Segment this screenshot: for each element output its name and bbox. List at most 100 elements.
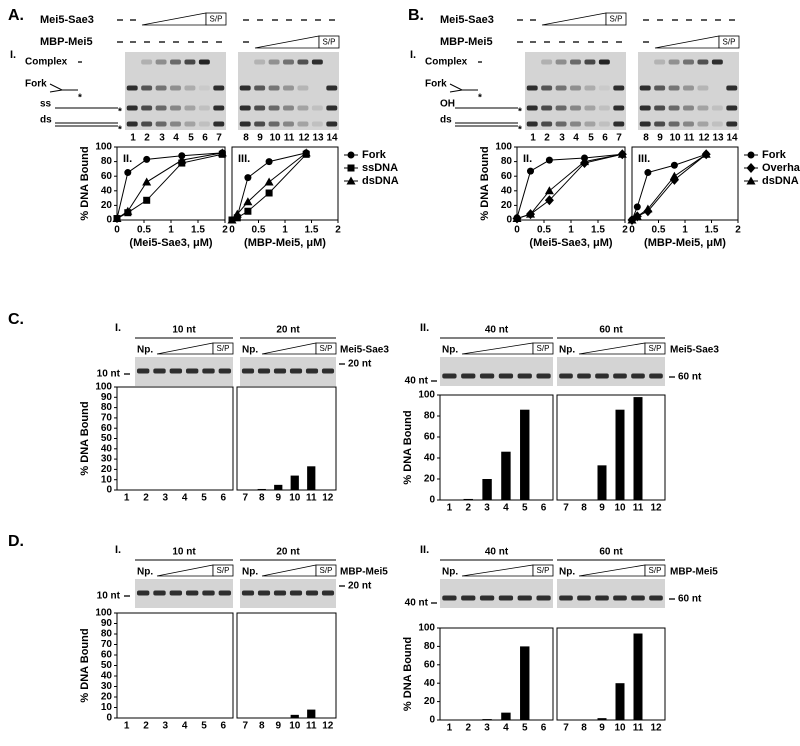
point bbox=[301, 148, 311, 157]
gel-band bbox=[570, 59, 581, 65]
gel bbox=[135, 579, 233, 608]
point bbox=[633, 203, 641, 211]
lane-number: 2 bbox=[465, 723, 471, 734]
gel-band bbox=[498, 373, 514, 379]
point bbox=[347, 164, 355, 172]
point bbox=[217, 148, 227, 157]
y-axis-label: % DNA Bound bbox=[79, 628, 91, 702]
gel-band bbox=[202, 368, 215, 374]
y-tick-label: 40 bbox=[424, 678, 436, 689]
y-axis-label: % DNA Bound bbox=[79, 401, 91, 475]
y-tick-label: 60 bbox=[501, 171, 513, 182]
gel-band bbox=[268, 85, 280, 91]
y-tick-label: 40 bbox=[424, 453, 436, 464]
x-axis-label: (MBP-Mei5, μM) bbox=[644, 237, 726, 249]
length-header: 40 nt bbox=[485, 325, 509, 336]
gel-band bbox=[141, 121, 153, 127]
gel-band bbox=[170, 85, 181, 91]
gel-band bbox=[239, 85, 251, 91]
ratio-label: S/P bbox=[649, 566, 662, 575]
point bbox=[643, 204, 653, 213]
point bbox=[232, 209, 242, 218]
titration-wedge bbox=[578, 342, 646, 355]
point bbox=[627, 215, 637, 224]
y-tick-label: 80 bbox=[101, 402, 113, 413]
gel-band bbox=[273, 590, 287, 596]
plot-frame bbox=[236, 386, 337, 491]
y-tick-label: 40 bbox=[101, 185, 113, 196]
lane-number: 9 bbox=[275, 721, 281, 732]
gel-band bbox=[326, 121, 338, 127]
y-tick-label: 80 bbox=[424, 411, 436, 422]
ratio-box bbox=[644, 564, 666, 577]
x-tick-label: 2 bbox=[735, 225, 741, 236]
gel-band bbox=[185, 368, 199, 374]
point bbox=[526, 209, 535, 218]
gel-band bbox=[726, 105, 738, 111]
np-label: Np. bbox=[559, 345, 575, 356]
lane-number: 5 bbox=[522, 723, 528, 734]
gel-band bbox=[570, 121, 581, 127]
y-tick-label: 0 bbox=[106, 215, 112, 226]
lane-number: 2 bbox=[144, 133, 150, 144]
y-tick-label: 20 bbox=[101, 692, 113, 703]
gel-band bbox=[570, 85, 581, 91]
series-line bbox=[516, 153, 623, 218]
gel-band bbox=[141, 105, 153, 111]
lane-number: 12 bbox=[322, 721, 334, 732]
gel-band bbox=[321, 590, 335, 596]
lane-number: 3 bbox=[484, 723, 490, 734]
point bbox=[670, 161, 678, 169]
gel-band bbox=[257, 368, 271, 374]
point bbox=[617, 149, 627, 158]
gel-band bbox=[639, 85, 651, 91]
size-marker: 60 nt bbox=[678, 594, 702, 605]
gel-band bbox=[254, 105, 266, 111]
titration-wedge bbox=[541, 12, 607, 26]
lane-number: 6 bbox=[221, 493, 227, 504]
lane-number: 1 bbox=[447, 723, 453, 734]
gel-band bbox=[321, 368, 335, 374]
bar bbox=[597, 718, 607, 720]
lane-number: 7 bbox=[563, 503, 569, 514]
protein-label: MBP-Mei5 bbox=[440, 36, 493, 48]
gel-band bbox=[170, 121, 181, 127]
x-axis-label: (Mei5-Sae3, μM) bbox=[529, 237, 612, 249]
point bbox=[746, 163, 756, 173]
lane-number: 11 bbox=[306, 493, 317, 504]
length-header: 20 nt bbox=[276, 547, 300, 558]
titration-wedge bbox=[261, 342, 317, 355]
lane-number: 6 bbox=[221, 721, 227, 732]
np-label: Np. bbox=[242, 345, 258, 356]
section-label: II. bbox=[420, 544, 429, 556]
gel-band bbox=[155, 59, 167, 65]
x-tick-label: 2 bbox=[335, 225, 341, 236]
gel-band bbox=[442, 373, 457, 379]
x-tick-label: 0.5 bbox=[652, 225, 666, 236]
y-tick-label: 40 bbox=[101, 671, 113, 682]
y-tick-label: 20 bbox=[501, 200, 513, 211]
band-label: Complex bbox=[25, 57, 68, 68]
x-tick-label: 1 bbox=[568, 225, 574, 236]
lane-number: 4 bbox=[182, 721, 188, 732]
gel-band bbox=[517, 373, 532, 379]
gel-band bbox=[289, 368, 303, 374]
gel-band bbox=[184, 59, 196, 65]
point bbox=[747, 151, 755, 159]
length-header: 10 nt bbox=[172, 547, 196, 558]
bar bbox=[615, 683, 625, 720]
y-tick-label: 100 bbox=[418, 390, 435, 401]
lane-number: 10 bbox=[614, 723, 626, 734]
lane-number: 13 bbox=[712, 133, 724, 144]
chart-title: III. bbox=[638, 153, 650, 165]
lane-number: 4 bbox=[173, 133, 179, 144]
point bbox=[143, 196, 151, 204]
protein-label: MBP-Mei5 bbox=[40, 36, 93, 48]
lane-number: 12 bbox=[298, 133, 310, 144]
point bbox=[233, 214, 241, 222]
lane-number: 13 bbox=[312, 133, 324, 144]
plot-frame bbox=[439, 394, 554, 501]
gel-band bbox=[668, 59, 680, 65]
marker: * bbox=[518, 107, 522, 118]
point bbox=[265, 158, 273, 166]
